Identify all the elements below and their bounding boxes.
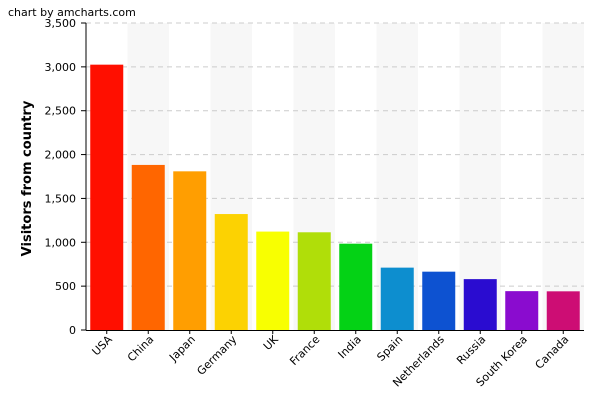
y-tick-label: 0	[69, 324, 76, 337]
x-tick-label: France	[287, 333, 322, 368]
x-tick-label: UK	[261, 332, 282, 353]
bar-india	[339, 243, 373, 330]
bar-china	[131, 164, 165, 330]
y-tick-label: 2,500	[45, 105, 77, 118]
x-tick-label: Japan	[166, 333, 198, 365]
column-band	[459, 23, 501, 330]
bar-usa	[90, 64, 124, 331]
x-tick-label: Canada	[533, 333, 572, 372]
y-tick-label: 3,500	[45, 17, 77, 30]
y-tick-label: 3,000	[45, 61, 77, 74]
grid-lines	[86, 22, 584, 287]
bar-uk	[256, 231, 290, 330]
bars-group	[90, 64, 580, 331]
amcharts-credit-link[interactable]: chart by amcharts.com	[8, 6, 136, 19]
bar-netherlands	[422, 271, 456, 330]
y-tick-label: 500	[55, 280, 76, 293]
column-band	[542, 23, 584, 330]
x-tick-label: Spain	[374, 333, 405, 364]
bar-germany	[214, 214, 248, 330]
y-tick-label: 1,500	[45, 192, 77, 205]
bar-russia	[463, 279, 497, 330]
bar-spain	[380, 267, 414, 330]
x-tick-label: Russia	[454, 333, 488, 367]
bar-france	[297, 232, 331, 330]
y-axis-label: Visitors from country	[20, 100, 35, 256]
bar-japan	[173, 171, 207, 330]
y-tick-label: 2,000	[45, 149, 77, 162]
axes	[81, 22, 584, 334]
x-tick-label: India	[336, 333, 364, 361]
y-tick-labels: 0 500 1,000 1,500 2,000 2,500 3,000 3,500	[45, 17, 77, 337]
y-tick-label: 1,000	[45, 236, 77, 249]
bar-south-korea	[505, 291, 539, 330]
x-tick-label: USA	[90, 333, 116, 359]
bar-canada	[546, 291, 580, 330]
x-tick-label: Germany	[194, 333, 239, 378]
x-tick-label: China	[125, 333, 156, 364]
